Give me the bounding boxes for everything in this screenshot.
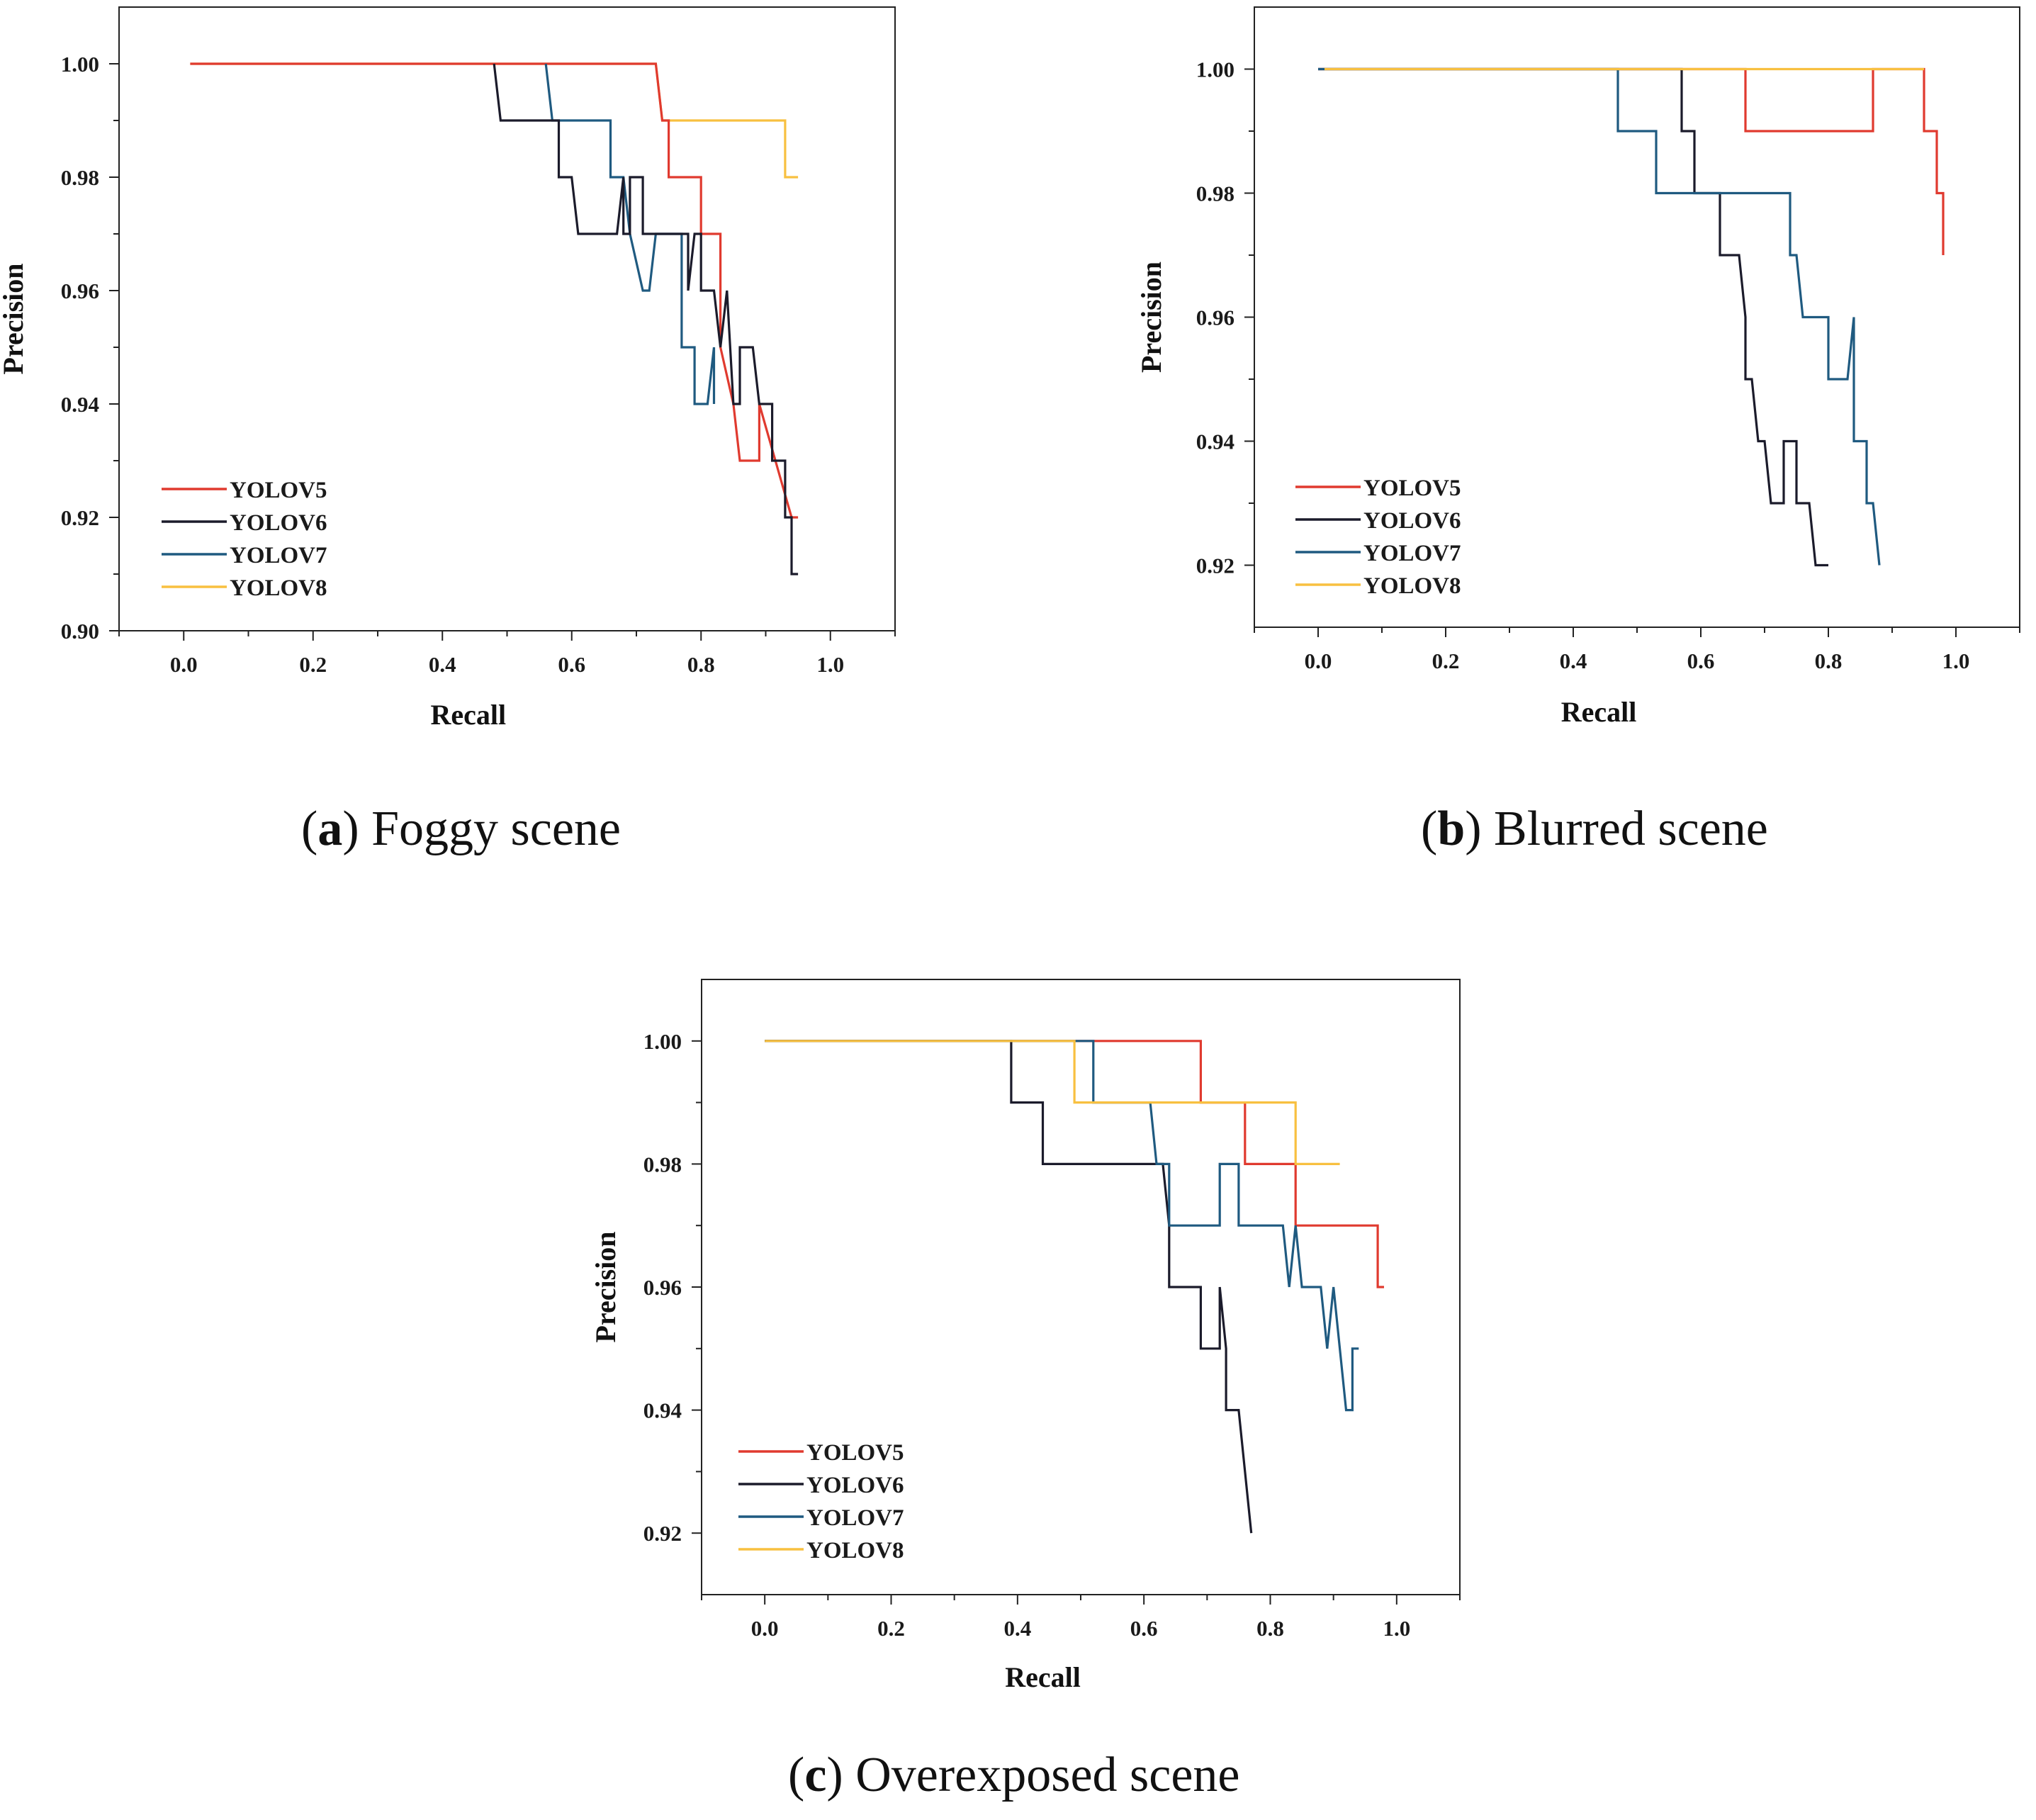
legend-label-yolov6: YOLOV6 xyxy=(806,1473,904,1498)
x-tick-label: 0.0 xyxy=(1305,648,1332,673)
legend-label-yolov7: YOLOV7 xyxy=(806,1505,904,1531)
series-line-yolov6 xyxy=(1318,67,1828,567)
x-tick-label: 1.0 xyxy=(816,652,844,677)
legend-label-yolov8: YOLOV8 xyxy=(806,1538,904,1563)
caption-open-paren: ( xyxy=(788,1748,805,1802)
y-axis-title: Precision xyxy=(1135,262,1167,373)
chart-blurred-svg: 0.0 0.2 0.4 0.6 0.8 1.0 0.92 0.94 0.96 0.98 1.00 Re… xyxy=(1135,6,2020,728)
plot-frame xyxy=(118,6,896,631)
legend-label-yolov5: YOLOV5 xyxy=(1363,476,1461,501)
y-tick-label: 0.96 xyxy=(1196,305,1234,330)
x-tick-label: 0.2 xyxy=(299,652,327,677)
y-tick-label: 0.92 xyxy=(61,505,99,530)
x-tick-label: 0.8 xyxy=(1815,648,1843,673)
series-line-yolov6 xyxy=(493,63,799,575)
y-axis-title: Precision xyxy=(0,263,29,374)
legend-label-yolov6: YOLOV6 xyxy=(1363,508,1461,534)
series-line-yolov7 xyxy=(765,1040,1359,1412)
x-axis-title: Recall xyxy=(430,699,506,731)
series-line-yolov6 xyxy=(765,1040,1253,1534)
series-line-yolov8 xyxy=(765,1040,1340,1165)
caption-overexposed: (c) Overexposed scene xyxy=(788,1747,1239,1804)
chart-panel-blurred: 0.0 0.2 0.4 0.6 0.8 1.0 0.92 0.94 0.96 0.98 1.00 Re… xyxy=(1120,0,2036,765)
legend-label-yolov8: YOLOV8 xyxy=(1363,573,1461,599)
plot-frame xyxy=(701,979,1461,1595)
caption-open-paren: ( xyxy=(1421,802,1438,856)
caption-blurred: (b) Blurred scene xyxy=(1421,801,1768,858)
x-tick-label: 0.6 xyxy=(1130,1616,1158,1641)
caption-text: ) Foggy scene xyxy=(342,802,622,856)
x-tick-label: 0.4 xyxy=(1003,1616,1031,1641)
y-tick-label: 0.96 xyxy=(61,279,99,303)
y-tick-label: 0.98 xyxy=(643,1152,682,1176)
series-line-yolov5 xyxy=(190,62,799,519)
y-tick-label: 0.94 xyxy=(643,1398,682,1423)
caption-letter: c xyxy=(804,1748,827,1802)
x-tick-label: 0.2 xyxy=(1432,648,1460,673)
x-tick-label: 0.4 xyxy=(1560,648,1587,673)
y-tick-label: 0.98 xyxy=(61,165,99,190)
y-tick-label: 0.94 xyxy=(1196,429,1234,454)
x-tick-label: 0.8 xyxy=(687,652,715,677)
x-tick-label: 0.0 xyxy=(170,652,198,677)
y-tick-label: 0.90 xyxy=(61,619,99,644)
x-tick-label: 0.4 xyxy=(429,652,456,677)
caption-open-paren: ( xyxy=(301,802,318,856)
y-tick-label: 0.96 xyxy=(643,1275,682,1300)
y-tick-label: 0.92 xyxy=(1196,554,1234,578)
caption-text: ) Blurred scene xyxy=(1465,802,1768,856)
y-tick-label: 0.94 xyxy=(61,392,99,417)
x-tick-label: 0.6 xyxy=(558,652,585,677)
caption-letter: a xyxy=(317,802,343,856)
caption-letter: b xyxy=(1437,802,1466,856)
y-tick-label: 0.98 xyxy=(1196,181,1234,206)
x-tick-label: 1.0 xyxy=(1383,1616,1410,1641)
chart-foggy-svg: 0.0 0.2 0.4 0.6 0.8 1.0 0.90 0.92 0.94 0.96 0.98 1.… xyxy=(0,6,896,731)
y-tick-label: 1.00 xyxy=(643,1029,682,1054)
legend-label-yolov6: YOLOV6 xyxy=(230,510,327,536)
x-tick-label: 0.0 xyxy=(751,1616,779,1641)
chart-panel-foggy: 0.0 0.2 0.4 0.6 0.8 1.0 0.90 0.92 0.94 0.96 0.98 1.… xyxy=(0,0,921,765)
legend-label-yolov7: YOLOV7 xyxy=(230,543,327,568)
x-tick-label: 0.2 xyxy=(877,1616,905,1641)
x-tick-label: 0.6 xyxy=(1687,648,1715,673)
chart-panel-overexposed: 0.0 0.2 0.4 0.6 0.8 1.0 0.92 0.94 0.96 0.98 1.00 Re… xyxy=(553,957,1474,1701)
series-line-yolov5 xyxy=(1318,67,1945,255)
series-line-yolov7 xyxy=(1318,67,1881,566)
legend-label-yolov7: YOLOV7 xyxy=(1363,541,1461,566)
series-line-yolov8 xyxy=(190,62,799,179)
caption-foggy: (a) Foggy scene xyxy=(301,801,621,858)
y-tick-label: 1.00 xyxy=(61,52,99,77)
caption-text: ) Overexposed scene xyxy=(826,1748,1240,1802)
legend-label-yolov5: YOLOV5 xyxy=(806,1440,904,1466)
x-axis-title: Recall xyxy=(1005,1661,1081,1693)
y-tick-label: 1.00 xyxy=(1196,57,1234,82)
series-line-yolov5 xyxy=(765,1040,1384,1288)
x-axis-title: Recall xyxy=(1561,696,1637,728)
x-tick-label: 1.0 xyxy=(1942,648,1970,673)
legend-label-yolov5: YOLOV5 xyxy=(230,478,327,503)
x-tick-label: 0.8 xyxy=(1256,1616,1284,1641)
y-tick-label: 0.92 xyxy=(643,1521,682,1546)
legend-label-yolov8: YOLOV8 xyxy=(230,575,327,601)
plot-frame xyxy=(1254,6,2020,628)
y-axis-title: Precision xyxy=(590,1231,622,1342)
chart-overexposed-svg: 0.0 0.2 0.4 0.6 0.8 1.0 0.92 0.94 0.96 0.98 1.00 Re… xyxy=(590,979,1461,1693)
